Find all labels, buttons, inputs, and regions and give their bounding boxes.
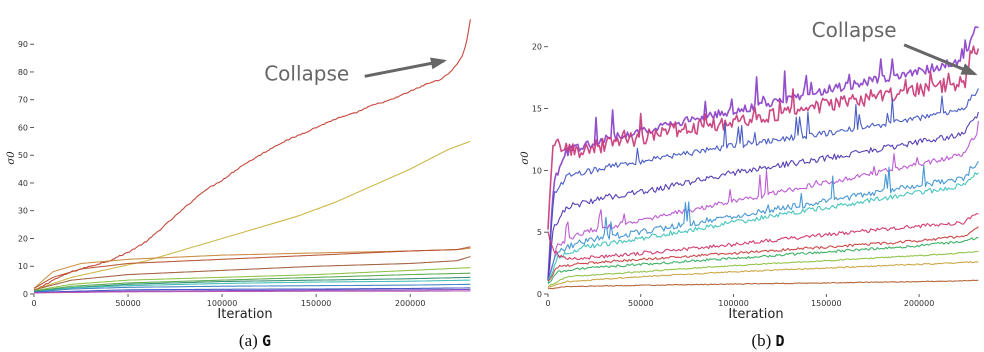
x-tick-label: 200000 [395, 299, 426, 308]
y-tick-label: 20 [18, 234, 28, 243]
y-tick-label: 15 [532, 105, 542, 114]
caption-model: D [776, 332, 785, 350]
x-tick-label: 100000 [207, 299, 238, 308]
collapse-annotation: Collapse [812, 18, 978, 76]
series-line-13 [547, 279, 979, 290]
x-tick-label: 150000 [811, 299, 842, 308]
y-tick-label: 5 [537, 228, 542, 237]
series-line-11 [547, 250, 979, 287]
y-tick-label: 70 [18, 96, 28, 105]
series-line-4 [547, 111, 979, 281]
series-line-11 [34, 287, 471, 293]
y-axis-title: σ0 [6, 151, 17, 165]
series-line-10 [33, 283, 471, 293]
y-tick-label: 10 [18, 262, 28, 271]
y-tick-label: 10 [532, 166, 542, 175]
series-line-1 [547, 26, 979, 281]
chart-panel-left: 0 10 20 30 40 50 60 70 80 90 0 50000 100000 150000 200… [6, 19, 471, 350]
series-line-6 [547, 161, 979, 281]
y-tick-label: 40 [18, 179, 28, 188]
y-axis: 0 10 20 30 40 50 60 70 80 90 [18, 40, 34, 299]
series-group [33, 19, 471, 294]
panel-caption: (a) G [239, 331, 271, 350]
y-tick-label: 30 [18, 207, 28, 216]
series-group [547, 26, 980, 290]
y-axis-title: σ0 [520, 151, 531, 165]
series-line-1 [33, 19, 471, 292]
y-tick-label: 0 [537, 290, 542, 299]
x-tick-label: 100000 [718, 299, 749, 308]
caption-model: G [262, 332, 271, 350]
series-line-2 [33, 140, 471, 291]
x-tick-label: 0 [31, 299, 36, 308]
annotation-text: Collapse [264, 61, 349, 85]
y-axis: 0 5 10 15 20 [532, 43, 548, 299]
series-line-2 [547, 45, 980, 230]
series-line-7 [547, 172, 979, 284]
series-line-13 [34, 290, 471, 294]
series-line-4 [33, 246, 471, 289]
x-axis: 0 50000 100000 150000 200000 [545, 294, 934, 308]
series-line-8 [547, 212, 979, 261]
annotation-arrowhead [430, 57, 447, 70]
series-line-3 [547, 88, 979, 281]
panel-caption: (b) D [751, 331, 784, 350]
chart-panel-right: 0 5 10 15 20 0 50000 100000 150000 200000 Iteratio… [520, 18, 980, 350]
caption-prefix: (a) [239, 331, 258, 350]
x-tick-label: 0 [545, 299, 550, 308]
caption-prefix: (b) [751, 331, 771, 350]
y-tick-label: 90 [18, 40, 28, 49]
x-tick-label: 50000 [115, 299, 140, 308]
y-tick-label: 0 [23, 290, 28, 299]
series-line-10 [547, 236, 979, 285]
series-line-12 [547, 260, 979, 289]
x-axis: 0 50000 100000 150000 200000 [31, 294, 425, 308]
collapse-annotation: Collapse [264, 57, 447, 85]
x-tick-label: 200000 [904, 299, 935, 308]
x-axis-title: Iteration [217, 307, 272, 322]
series-line-9 [33, 279, 471, 293]
series-line-7 [33, 272, 471, 292]
x-tick-label: 150000 [301, 299, 332, 308]
y-tick-label: 20 [532, 43, 542, 52]
annotation-text: Collapse [812, 18, 897, 42]
y-tick-label: 80 [18, 68, 28, 77]
series-line-8 [33, 276, 471, 292]
series-line-5 [33, 255, 471, 291]
y-tick-label: 50 [18, 151, 28, 160]
annotation-arrowhead [960, 63, 978, 76]
y-tick-label: 60 [18, 123, 28, 132]
series-line-5 [547, 120, 979, 281]
series-line-6 [33, 267, 471, 292]
series-line-9 [547, 226, 979, 282]
x-tick-label: 50000 [628, 299, 653, 308]
annotation-arrow-shaft [364, 59, 445, 78]
x-axis-title: Iteration [728, 307, 783, 322]
